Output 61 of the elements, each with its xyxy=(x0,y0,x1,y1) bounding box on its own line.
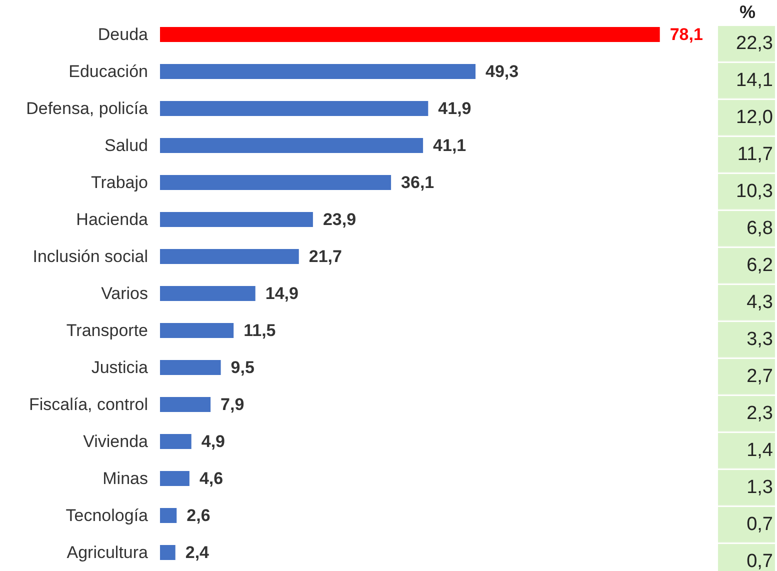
text: 11,7 xyxy=(718,137,775,173)
data-label: 11,5 xyxy=(244,321,276,340)
y-tick-label: Justicia xyxy=(91,358,149,377)
y-tick-label: Hacienda xyxy=(76,210,149,229)
text: % xyxy=(738,2,756,23)
text: 6,2 xyxy=(718,248,775,284)
data-label: 2,4 xyxy=(185,543,210,562)
bar xyxy=(160,545,176,560)
y-tick-label: Defensa, policía xyxy=(26,99,149,118)
y-tick-label: Trabajo xyxy=(90,173,148,192)
bar xyxy=(160,249,299,264)
text: 1,4 xyxy=(718,433,775,469)
bar xyxy=(160,471,190,486)
text: 1,3 xyxy=(718,470,775,506)
data-label: 23,9 xyxy=(322,210,356,229)
text: 12,0 xyxy=(718,100,775,136)
bar xyxy=(160,508,177,523)
text: 4,3 xyxy=(718,285,775,321)
data-label: 78,1 xyxy=(670,25,703,44)
y-tick-label: Varios xyxy=(101,284,148,303)
y-tick-label: Educación xyxy=(68,62,148,81)
text: 2,7 xyxy=(718,359,775,395)
text: 0,7 xyxy=(718,507,775,543)
bar xyxy=(160,64,476,79)
data-label: 2,6 xyxy=(186,506,210,525)
y-tick-label: Deuda xyxy=(98,25,149,44)
bar xyxy=(160,101,428,116)
text: 10,3 xyxy=(718,174,775,210)
y-tick-label: Transporte xyxy=(66,321,148,340)
y-tick-label: Minas xyxy=(102,469,148,488)
bar xyxy=(160,360,221,375)
bar xyxy=(160,434,192,449)
data-label: 49,3 xyxy=(486,62,519,81)
text: 22,3 xyxy=(718,26,775,62)
data-label: 4,9 xyxy=(201,432,225,451)
bar xyxy=(160,286,256,301)
text: 6,8 xyxy=(718,211,775,247)
y-tick-label: Salud xyxy=(104,136,148,155)
data-label: 21,7 xyxy=(308,247,342,266)
bar xyxy=(160,397,211,412)
y-tick-label: Vivienda xyxy=(83,432,149,451)
data-label: 36,1 xyxy=(401,173,434,192)
data-label: 14,9 xyxy=(265,284,298,303)
bar xyxy=(160,323,234,338)
data-label: 41,9 xyxy=(438,99,472,118)
bar xyxy=(160,27,660,42)
text: 2,3 xyxy=(718,396,775,432)
y-tick-label: Inclusión social xyxy=(32,247,148,266)
data-label: 7,9 xyxy=(220,395,244,414)
bar xyxy=(160,138,424,153)
text: 0,7 xyxy=(718,544,775,571)
data-label: 9,5 xyxy=(230,358,254,377)
text: 14,1 xyxy=(718,63,775,99)
bar xyxy=(160,212,313,227)
text: 3,3 xyxy=(718,322,775,358)
y-tick-label: Agricultura xyxy=(66,543,149,562)
data-label: 4,6 xyxy=(199,469,224,488)
y-tick-label: Tecnología xyxy=(66,506,149,525)
y-tick-label: Fiscalía, control xyxy=(28,395,148,414)
data-label: 41,1 xyxy=(433,136,466,155)
bar xyxy=(160,175,392,190)
